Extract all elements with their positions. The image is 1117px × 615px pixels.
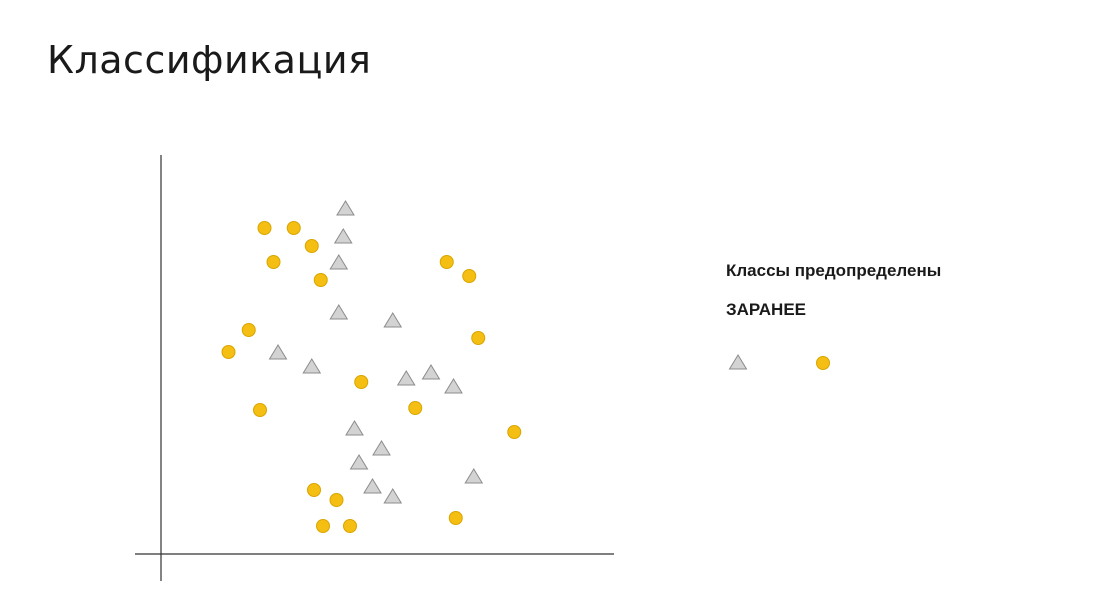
triangle-point (329, 254, 349, 270)
circle-point (221, 345, 236, 359)
note-classes-predefined: Классы предопределены (726, 261, 942, 280)
triangle-point (345, 420, 364, 436)
triangle-point (329, 304, 349, 320)
triangle-point (336, 200, 355, 216)
circle-point (408, 401, 423, 415)
triangle-point (363, 478, 382, 494)
circle-point (329, 493, 344, 507)
circle-icon (816, 356, 830, 370)
circle-point (354, 375, 369, 389)
circle-point (343, 519, 357, 533)
circle-point (286, 221, 301, 235)
circle-point (439, 255, 454, 269)
data-points (221, 200, 522, 533)
triangle-icon (728, 354, 748, 370)
page-title: Классификация (47, 38, 372, 82)
circle-point (507, 425, 522, 439)
triangle-point (372, 440, 391, 456)
triangle-point (333, 228, 353, 244)
triangle-point (444, 378, 463, 394)
circle-point (471, 331, 486, 345)
triangle-point (421, 364, 441, 380)
circle-point (253, 403, 267, 417)
triangle-point (302, 358, 322, 374)
circle-point (316, 519, 330, 533)
triangle-point (396, 370, 416, 386)
circle-point (307, 483, 321, 497)
triangle-point (349, 454, 369, 470)
triangle-point (383, 312, 403, 328)
circle-point (448, 511, 463, 525)
triangle-point (268, 344, 288, 360)
circle-point (462, 269, 477, 283)
circle-point (257, 221, 272, 235)
triangle-point (383, 488, 403, 504)
circle-point (304, 239, 319, 253)
circle-point (241, 323, 256, 337)
triangle-point (464, 468, 484, 484)
circle-point (313, 273, 328, 287)
note-in-advance: ЗАРАНЕЕ (726, 300, 807, 319)
circle-point (266, 255, 281, 269)
